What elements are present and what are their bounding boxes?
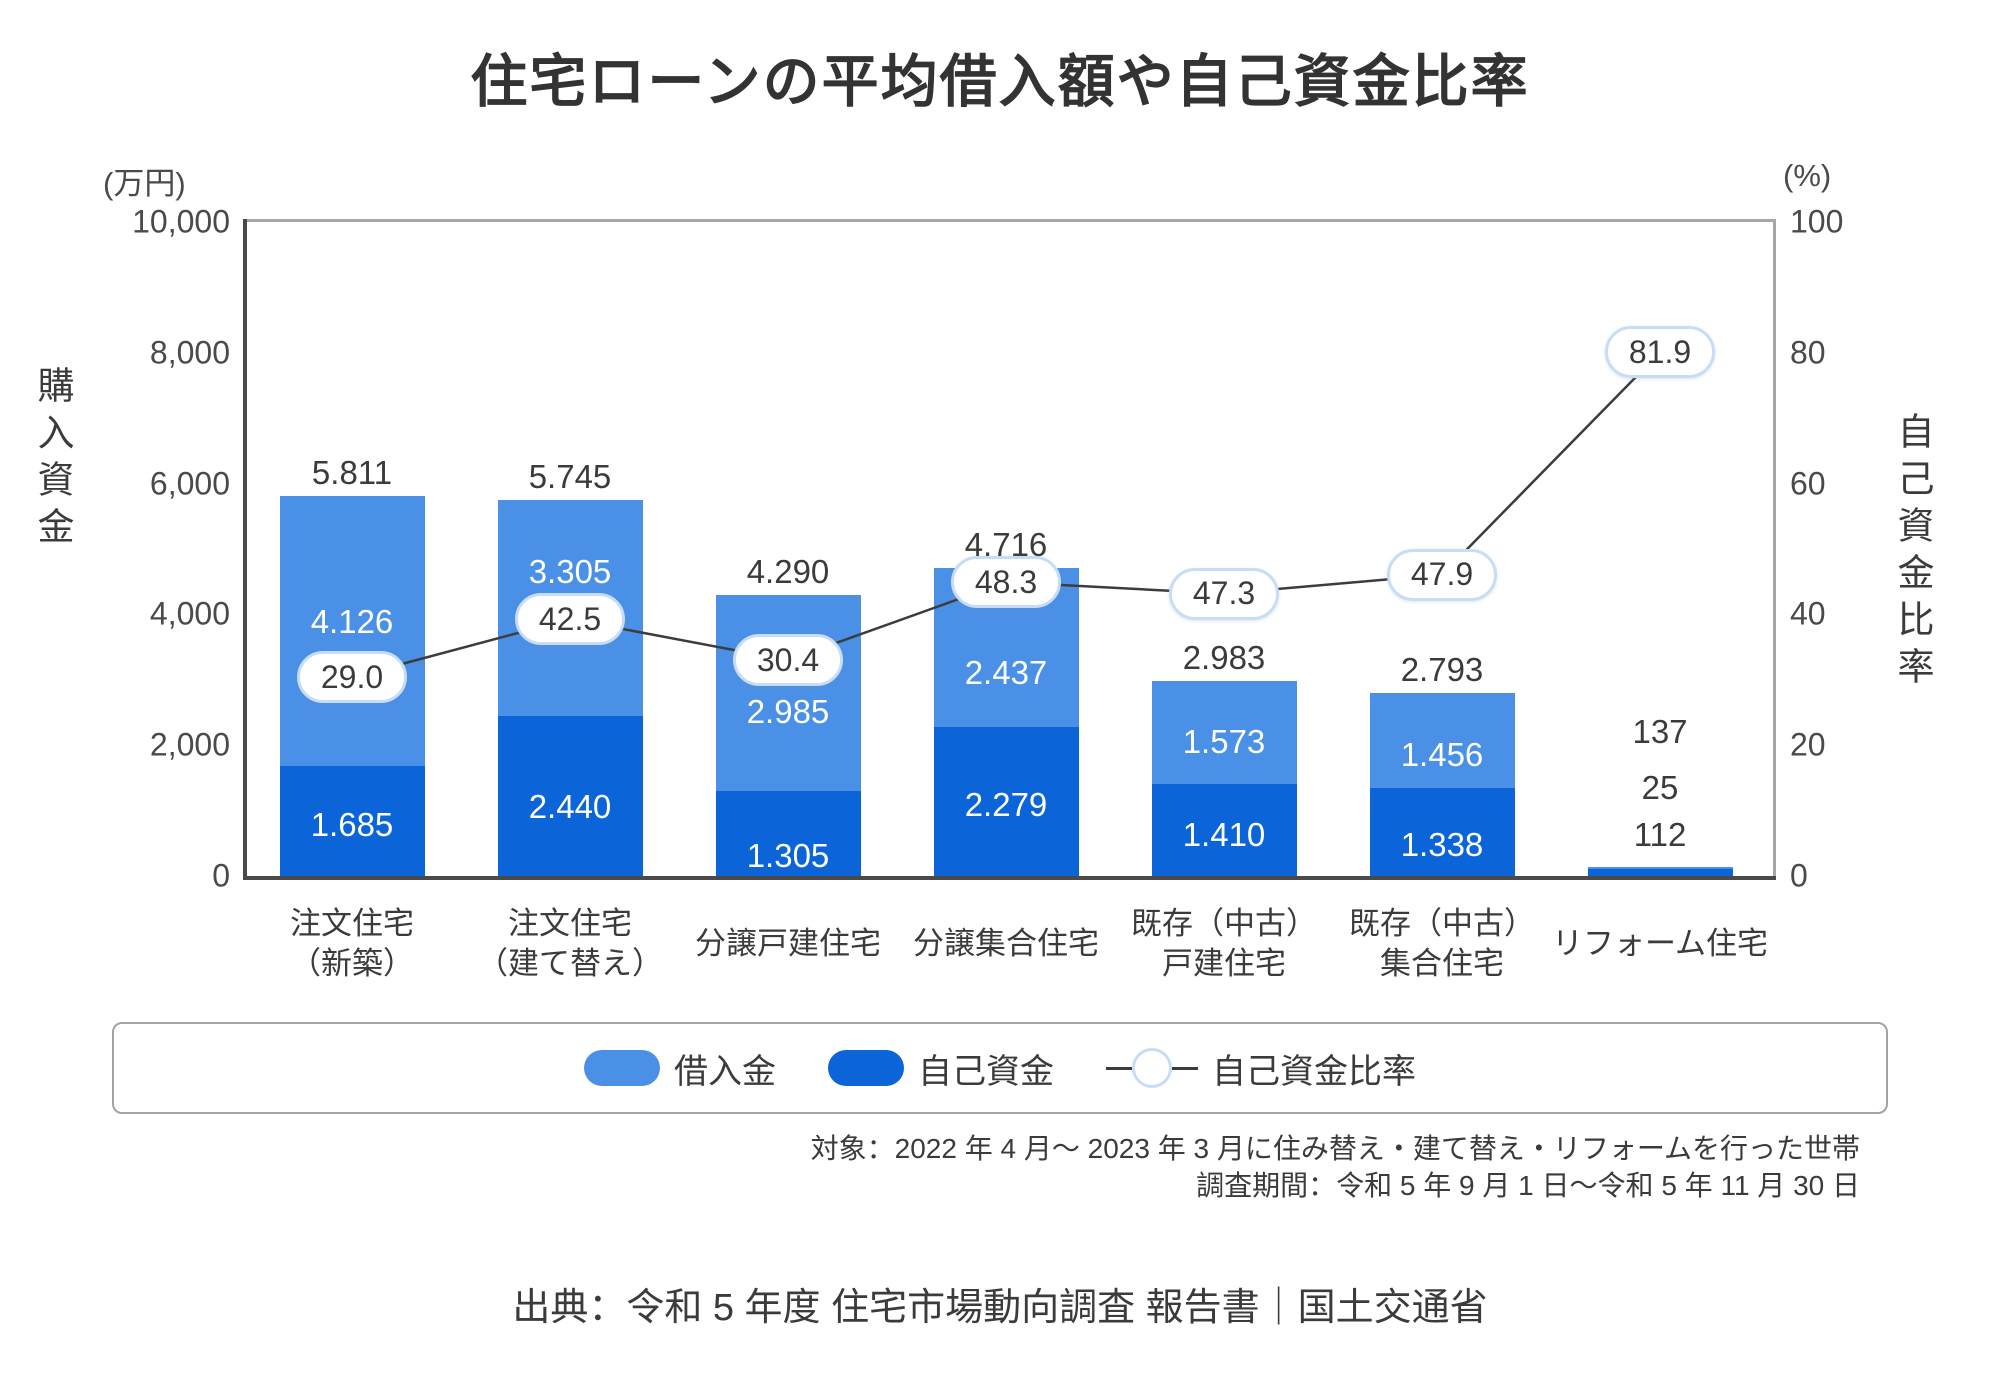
- category-label-line: 集合住宅: [1380, 946, 1504, 981]
- equity-value-label: 2.440: [528, 788, 612, 826]
- equity-value-label: 1.305: [746, 837, 830, 875]
- category-label-line: （新築）: [290, 946, 414, 981]
- category-label: 注文住宅 （新築）: [192, 902, 512, 986]
- category-label-line: 分譲戸建住宅: [695, 926, 881, 961]
- loan-value-label: 1.573: [1182, 723, 1266, 761]
- ratio-marker-icon: [1106, 1048, 1198, 1088]
- total-label: 137: [1632, 713, 1688, 751]
- category-label-line: 注文住宅: [290, 906, 414, 941]
- category-label: 分譲集合住宅: [846, 902, 1166, 986]
- equity-value-label: 2.279: [964, 786, 1048, 824]
- loan-value-label: 4.126: [310, 602, 394, 640]
- category-label: リフォーム住宅: [1500, 902, 1820, 986]
- total-label: 5.811: [311, 453, 393, 491]
- legend-item-equity: 自己資金: [828, 1044, 1054, 1093]
- y-axis-tick-left: 8,000: [149, 334, 230, 371]
- y-axis-tick-right: 80: [1790, 334, 1826, 371]
- category-label-line: 注文住宅: [508, 906, 632, 941]
- category-label: 注文住宅 （建て替え）: [410, 902, 730, 986]
- ratio-bubble: 29.0: [297, 651, 407, 704]
- equity-segment: [715, 790, 861, 876]
- equity-value-label: 1.338: [1400, 826, 1484, 864]
- category-label-line: リフォーム住宅: [1551, 926, 1769, 961]
- legend-item-ratio: 自己資金比率: [1106, 1044, 1416, 1093]
- category-label: 既存（中古） 戸建住宅: [1064, 902, 1384, 986]
- loan-value-label: 1.456: [1400, 735, 1484, 773]
- legend-item-loan: 借入金: [584, 1044, 776, 1093]
- equity-segment: [497, 716, 643, 876]
- loan-value-label: 3.305: [528, 553, 612, 591]
- equity-segment: [1587, 868, 1733, 876]
- equity-segment: [1151, 783, 1297, 876]
- loan-segment: [715, 595, 861, 791]
- ratio-bubble: 47.9: [1387, 548, 1497, 601]
- chart-title: 住宅ローンの平均借入額や自己資金比率: [470, 50, 1530, 114]
- total-label: 2.793: [1400, 651, 1484, 689]
- category-label: 既存（中古） 集合住宅: [1282, 902, 1602, 986]
- loan-value-label: 25: [1641, 769, 1679, 807]
- equity-segment: [279, 765, 425, 876]
- ratio-bubble: 81.9: [1605, 326, 1715, 379]
- ratio-bubble: 48.3: [951, 556, 1061, 609]
- equity-swatch-icon: [828, 1050, 904, 1086]
- equity-value-label: 1.410: [1182, 815, 1266, 853]
- y-axis-tick-left: 2,000: [149, 726, 230, 763]
- legend: 借入金 自己資金 自己資金比率: [112, 1022, 1888, 1114]
- right-axis-title: 自己資金比率: [1892, 412, 1933, 694]
- ratio-bubble: 42.5: [515, 593, 625, 646]
- y-axis-tick-right: 20: [1790, 726, 1826, 763]
- legend-label-ratio: 自己資金比率: [1212, 1052, 1416, 1091]
- y-axis-tick-left: 10,000: [132, 203, 230, 240]
- category-label: 分譲戸建住宅: [628, 902, 948, 986]
- ratio-bubble: 30.4: [733, 634, 843, 687]
- left-axis-line: [243, 219, 247, 880]
- equity-segment: [1369, 788, 1515, 876]
- footnote-period: 調査期間：令和 5 年 9 月 1 日～令和 5 年 11 月 30 日: [1196, 1170, 1860, 1201]
- category-label-line: 分譲集合住宅: [913, 926, 1099, 961]
- legend-label-loan: 借入金: [674, 1052, 776, 1091]
- loan-value-label: 2.985: [746, 693, 830, 731]
- loan-swatch-icon: [584, 1050, 660, 1086]
- loan-value-label: 2.437: [964, 654, 1048, 692]
- category-label-line: 戸建住宅: [1162, 946, 1286, 981]
- loan-segment: [1369, 693, 1515, 789]
- category-label-line: 既存（中古）: [1349, 906, 1535, 941]
- category-label-line: （建て替え）: [477, 946, 663, 981]
- bottom-axis-line: [243, 876, 1776, 880]
- y-axis-tick-right: 60: [1790, 465, 1826, 502]
- total-label: 4.290: [746, 553, 830, 591]
- footnote-target: 対象：2022 年 4 月～ 2023 年 3 月に住み替え・建て替え・リフォー…: [810, 1133, 1860, 1164]
- total-label: 5.745: [528, 458, 612, 496]
- category-label-line: 既存（中古）: [1131, 906, 1317, 941]
- plot-top-border: [243, 219, 1776, 222]
- source-citation: 出典：令和 5 年度 住宅市場動向調査 報告書｜国土交通省: [512, 1287, 1488, 1329]
- right-axis-line: [1773, 219, 1776, 880]
- right-axis-unit: (%): [1783, 158, 1832, 193]
- left-axis-unit: (万円): [103, 166, 186, 201]
- y-axis-tick-left: 6,000: [149, 465, 230, 502]
- y-axis-tick-left: 4,000: [149, 595, 230, 632]
- total-label: 2.983: [1182, 638, 1266, 676]
- y-axis-tick-right: 100: [1790, 203, 1844, 240]
- loan-segment: [1151, 680, 1297, 784]
- equity-value-label: 112: [1633, 816, 1687, 854]
- equity-segment: [933, 726, 1079, 876]
- footnotes: 対象：2022 年 4 月～ 2023 年 3 月に住み替え・建て替え・リフォー…: [811, 1130, 1860, 1204]
- y-axis-tick-right: 0: [1790, 857, 1808, 894]
- y-axis-tick-left: 0: [212, 857, 230, 894]
- legend-label-equity: 自己資金: [918, 1052, 1054, 1091]
- left-axis-title: 購入資金: [32, 366, 73, 554]
- equity-value-label: 1.685: [310, 805, 394, 843]
- ratio-bubble: 47.3: [1169, 567, 1279, 620]
- y-axis-tick-right: 40: [1790, 595, 1826, 632]
- loan-segment: [279, 495, 425, 766]
- loan-segment: [1587, 867, 1733, 869]
